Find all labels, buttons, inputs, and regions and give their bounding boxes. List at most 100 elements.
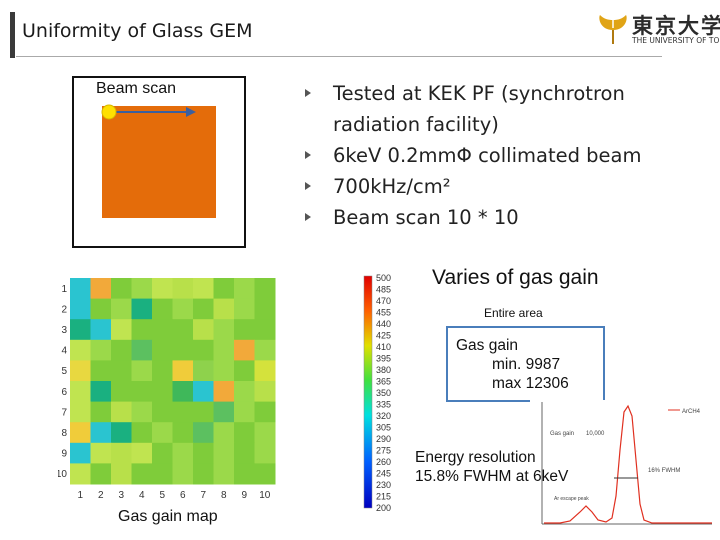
gain-map-cell [213,381,235,403]
beam-scan-arrow [101,104,196,120]
color-scale-tick: 245 [376,469,391,479]
gain-map-y-tick: 8 [61,428,67,439]
color-scale-tick: 335 [376,400,391,410]
gain-map-cell [131,422,153,444]
gain-map-cell [152,463,173,485]
energy-line-2: 15.8% FWHM at 6keV [415,468,569,485]
gain-map-cell [254,381,276,403]
gain-map-cell [213,319,235,341]
color-scale-tick: 215 [376,492,391,502]
color-scale-tick: 470 [376,296,391,306]
gain-map-cell [172,360,194,382]
gain-map-cell [131,442,153,464]
gain-map-cell [193,298,214,320]
color-scale-tick: 425 [376,331,391,341]
gain-map-cell [193,442,214,464]
logo-english: THE UNIVERSITY OF TOKYO [632,36,720,45]
gain-map-cell [213,339,235,361]
gain-map-cell [152,381,173,403]
scan-area [102,106,216,218]
spectrum-legend: ArCH4 [682,409,701,415]
gain-map-cell [254,401,276,423]
color-scale-bar [363,275,373,509]
gain-map-cell [193,319,214,341]
gain-map-cell [152,442,173,464]
gain-map-cell [234,319,255,341]
gain-map-x-tick: 6 [180,490,186,501]
gain-map-cell [152,339,173,361]
varies-heading: Varies of gas gain [432,266,599,289]
bullet-item: Tested at KEK PF (synchrotron radiation … [305,78,705,140]
gain-map-cell [131,463,153,485]
gain-map-cell [111,339,132,361]
gain-map-cell [90,298,112,320]
bullet-arrow-icon [305,89,311,97]
gain-map-cell [90,442,112,464]
gain-map-cell [213,463,235,485]
gain-map-caption: Gas gain map [118,508,218,525]
color-scale-tick: 320 [376,411,391,421]
gain-map-x-tick: 10 [259,490,271,501]
gain-map-cell [111,422,132,444]
gain-map-y-tick: 6 [61,387,67,398]
color-scale-tick: 350 [376,388,391,398]
spectrum-fwhm-label: 16% FWHM [648,468,680,474]
gain-map-cell [234,442,255,464]
gain-map-x-tick: 8 [221,490,227,501]
gain-map-cell [234,401,255,423]
gain-map-cell [90,401,112,423]
title-divider [16,56,662,57]
gain-map-y-tick: 3 [61,325,67,336]
gain-map-x-tick: 1 [77,490,83,501]
gain-map-cell [193,360,214,382]
gain-map-cell [111,463,132,485]
gain-map-y-tick: 5 [61,366,67,377]
gain-map-x-tick: 4 [139,490,145,501]
bullet-list: Tested at KEK PF (synchrotron radiation … [305,78,705,233]
gain-map: 1 2 3 4 5 6 7 8 9 10 1 2 3 4 5 6 7 8 9 10 [58,278,276,501]
gain-map-cell [234,278,255,300]
gain-map-cell [90,360,112,382]
gain-map-cell [213,422,235,444]
gain-map-cell [172,381,194,403]
color-scale-tick: 200 [376,503,391,513]
gain-map-cell [111,298,132,320]
gain-map-cell [111,278,132,300]
gain-map-cell [131,319,153,341]
gain-map-cell [70,381,91,403]
gain-map-cell [172,319,194,341]
gain-map-cell [90,339,112,361]
gain-map-cell [152,278,173,300]
ginkgo-leaf-icon [599,15,627,44]
gain-map-cell [172,442,194,464]
gain-max: max 12306 [492,375,569,392]
gain-map-cell [234,339,255,361]
gain-map-x-tick: 2 [98,490,104,501]
gain-map-cell [172,422,194,444]
gain-map-cell [152,422,173,444]
gain-map-cell [172,339,194,361]
gain-map-cell [172,401,194,423]
bullet-arrow-icon [305,151,311,159]
gain-map-cell [70,442,91,464]
gain-map-cell [234,298,255,320]
gain-min: min. 9987 [492,356,561,373]
gain-summary-box: Gas gain min. 9987 max 12306 [446,326,605,402]
gain-map-y-tick: 9 [61,449,67,460]
gain-map-cell [213,278,235,300]
gain-map-cell [111,442,132,464]
color-scale-tick: 275 [376,446,391,456]
spectrum-escape-label: Ar escape peak [554,496,589,502]
gain-map-cell [254,339,276,361]
gain-map-cell [213,401,235,423]
gain-map-cell [213,360,235,382]
logo-kanji: 東京大学 [632,14,720,38]
gain-map-cell [254,319,276,341]
gain-map-cell [254,422,276,444]
gain-map-cell [213,442,235,464]
entire-area-label: Entire area [484,306,543,320]
gain-map-x-tick: 5 [159,490,165,501]
gain-map-cell [213,298,235,320]
slide-title: Uniformity of Glass GEM [22,20,253,42]
gain-map-cell [234,381,255,403]
